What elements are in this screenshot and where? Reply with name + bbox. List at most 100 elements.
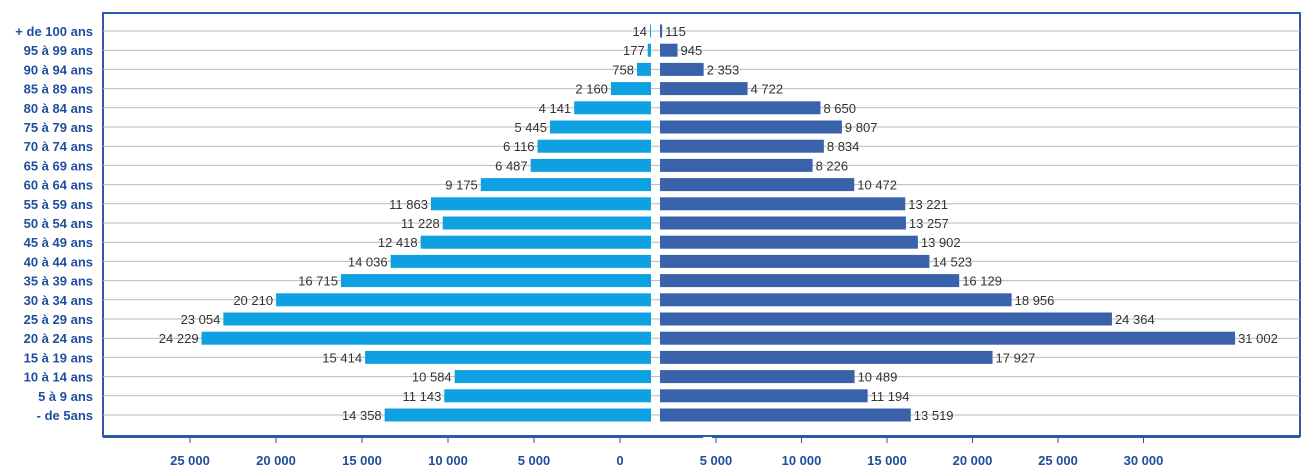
bar-right [660, 235, 918, 249]
data-label-right: 8 834 [827, 139, 860, 154]
category-label: - de 5ans [37, 408, 93, 423]
bar-right [660, 370, 855, 384]
bar-right [660, 312, 1112, 326]
data-label-right: 14 523 [932, 254, 972, 269]
bar-right [660, 43, 678, 57]
data-label-left: 4 141 [539, 101, 572, 116]
bar-right [660, 24, 663, 38]
bar-left [276, 293, 651, 307]
category-label: 10 à 14 ans [24, 370, 93, 385]
bar-right [660, 293, 1012, 307]
x-tick-label-left: 25 000 [170, 453, 210, 468]
x-tick-label-right: 30 000 [1124, 453, 1164, 468]
data-label-right: 10 489 [858, 370, 898, 385]
bar-left [420, 235, 651, 249]
data-label-right: 8 650 [823, 101, 856, 116]
category-label: 95 à 99 ans [24, 43, 93, 58]
data-label-right: 2 353 [707, 62, 740, 77]
category-label: 35 à 39 ans [24, 274, 93, 289]
bar-left [636, 62, 651, 76]
bar-right [660, 408, 911, 422]
data-label-left: 758 [612, 62, 634, 77]
bar-right [660, 350, 993, 364]
data-label-right: 115 [665, 24, 686, 39]
bar-left [530, 158, 651, 172]
data-label-left: 12 418 [378, 235, 418, 250]
bar-left [574, 101, 651, 115]
category-label: 20 à 24 ans [24, 331, 93, 346]
bar-left [549, 120, 651, 134]
data-label-right: 13 519 [914, 408, 954, 423]
x-tick-label-left: 20 000 [256, 453, 296, 468]
data-label-left: 14 036 [348, 254, 388, 269]
data-label-left: 14 [633, 24, 647, 39]
bar-right [660, 139, 824, 153]
bar-right [660, 82, 748, 96]
bar-left [340, 274, 651, 288]
data-label-right: 13 257 [909, 216, 949, 231]
bar-right [660, 101, 821, 115]
bar-right [660, 120, 842, 134]
x-axis: 25 000 20 000 15 000 10 000 5 000 0 5 000 10 00… [103, 436, 1300, 468]
category-label: 90 à 94 ans [24, 62, 93, 77]
data-label-right: 13 902 [921, 235, 961, 250]
bar-left [442, 216, 651, 230]
category-labels: + de 100 ans 95 à 99 ans 90 à 94 ans 85 à 8… [15, 24, 93, 423]
x-tick-label-right: 20 000 [953, 453, 993, 468]
data-label-left: 15 414 [322, 350, 362, 365]
data-label-right: 11 194 [871, 389, 910, 404]
category-label: 25 à 29 ans [24, 312, 93, 327]
data-label-left: 24 229 [159, 331, 199, 346]
data-label-left: 14 358 [342, 408, 382, 423]
data-label-right: 17 927 [996, 350, 1036, 365]
data-label-right: 9 807 [845, 120, 878, 135]
x-tick-label-left: 0 [616, 453, 623, 468]
category-label: 30 à 34 ans [24, 293, 93, 308]
data-label-left: 9 175 [445, 178, 478, 193]
bar-right [660, 331, 1236, 345]
category-label: 65 à 69 ans [24, 158, 93, 173]
bar-left [384, 408, 651, 422]
bars [201, 24, 1236, 422]
data-label-right: 31 002 [1238, 331, 1278, 346]
x-tick-label-right: 10 000 [782, 453, 822, 468]
data-label-left: 11 863 [389, 197, 428, 212]
data-label-right: 24 364 [1115, 312, 1155, 327]
data-label-left: 11 143 [403, 389, 442, 404]
bar-right [660, 216, 906, 230]
data-label-left: 2 160 [575, 82, 608, 97]
category-label: 70 à 74 ans [24, 139, 93, 154]
data-label-left: 20 210 [233, 293, 273, 308]
bar-left [454, 370, 651, 384]
bar-right [660, 274, 960, 288]
category-label: 85 à 89 ans [24, 82, 93, 97]
data-label-left: 11 228 [401, 216, 440, 231]
data-label-left: 16 715 [298, 274, 338, 289]
category-label: 5 à 9 ans [38, 389, 93, 404]
bar-left [480, 178, 651, 192]
category-label: + de 100 ans [15, 24, 93, 39]
data-label-right: 4 722 [751, 82, 784, 97]
category-label: 75 à 79 ans [24, 120, 93, 135]
data-label-right: 13 221 [908, 197, 948, 212]
data-label-right: 10 472 [857, 178, 897, 193]
bar-right [660, 158, 813, 172]
category-label: 40 à 44 ans [24, 254, 93, 269]
data-label-left: 5 445 [514, 120, 547, 135]
data-label-left: 23 054 [181, 312, 221, 327]
data-label-right: 8 226 [816, 158, 849, 173]
bar-right [660, 178, 855, 192]
bar-left [537, 139, 651, 153]
x-tick-label-right: 25 000 [1038, 453, 1078, 468]
bar-left [650, 24, 651, 38]
x-tick-label-right: 15 000 [867, 453, 907, 468]
x-tick-label-left: 10 000 [428, 453, 468, 468]
data-label-left: 6 116 [503, 139, 535, 154]
bar-left [444, 389, 651, 403]
x-tick-label-left: 15 000 [342, 453, 382, 468]
bar-left [365, 350, 651, 364]
category-label: 50 à 54 ans [24, 216, 93, 231]
category-label: 80 à 84 ans [24, 101, 93, 116]
data-label-left: 6 487 [495, 158, 528, 173]
